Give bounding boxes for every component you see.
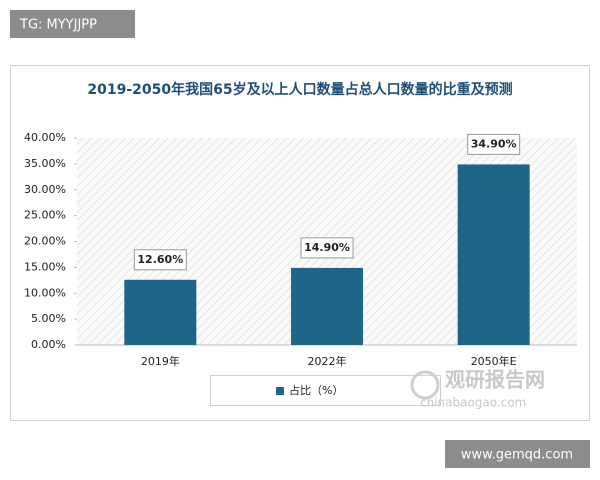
x-tick-label: 2019年 [141, 354, 180, 368]
value-label-box [300, 237, 354, 259]
legend-box [210, 375, 441, 406]
footer-box [445, 440, 590, 468]
y-tick-label: 30.00% [24, 183, 66, 196]
watermark-logo [410, 370, 440, 400]
bar [124, 279, 197, 345]
watermark-url: chinabaogao.com [420, 396, 526, 410]
y-tick-label: 5.00% [31, 312, 66, 325]
tag: TG: MYYJJPP [19, 18, 97, 33]
y-tick-label: 40.00% [24, 131, 66, 144]
y-tick-label: 10.00% [24, 286, 66, 299]
y-tick-label: 20.00% [24, 235, 66, 248]
bar [457, 164, 530, 345]
value-label-box [467, 133, 521, 155]
watermark-name: 观研报告网 [445, 368, 545, 392]
y-tick-label: 35.00% [24, 157, 66, 170]
y-tick-label: 15.00% [24, 260, 66, 273]
legend-swatch [276, 387, 284, 395]
tag-box [10, 10, 135, 38]
chart-title: 2019-2050年我国65岁及以上人口数量占总人口数量的比重及预测 [87, 82, 513, 98]
value-label: 12.60% [137, 253, 183, 266]
value-label: 14.90% [304, 241, 350, 254]
legend-label: 占比（%） [289, 383, 343, 397]
bar [291, 267, 363, 345]
x-tick-label: 2022年 [308, 354, 347, 368]
x-tick-label: 2050年E [471, 354, 517, 368]
value-label-box [133, 249, 187, 271]
y-tick-label: 25.00% [24, 209, 66, 222]
y-tick-label: 0.00% [31, 338, 66, 351]
value-label: 34.90% [471, 137, 517, 150]
footer-url: www.gemqd.com [461, 448, 573, 463]
